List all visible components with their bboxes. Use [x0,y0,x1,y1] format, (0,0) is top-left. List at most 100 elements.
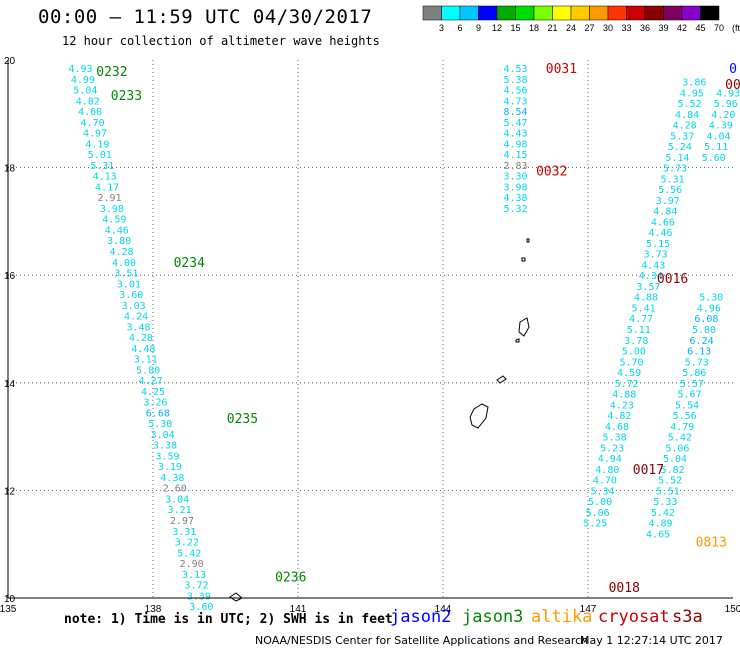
swh-value: 3.03 [122,301,146,312]
colorbar-tick: 45 [695,23,705,33]
swh-value: 5.52 [658,476,682,487]
mission-cryosat: cryosat [598,607,670,627]
colorbar-tick: (ft) [732,23,740,33]
swh-value: 3.60 [189,602,213,613]
x-tick-label: 135 [0,604,17,615]
swh-value: 5.42 [651,508,675,519]
colorbar-swatch [607,5,627,21]
swh-value: 5.41 [632,303,656,314]
swh-value: 4.79 [670,422,694,433]
colorbar-tick: 33 [621,23,631,33]
swh-value: 5.73 [685,357,709,368]
swh-value: 5.80 [136,365,160,376]
swh-value: 5.54 [675,400,699,411]
swh-points: 4.934.995.044.824.684.704.974.195.015.31… [68,64,740,613]
swh-value: 3.04 [151,430,175,441]
y-tick-label: 12 [4,486,16,497]
swh-value: 4.13 [93,172,117,183]
swh-value: 3.98 [503,182,527,193]
swh-value: 5.80 [692,325,716,336]
swh-value: 5.42 [177,548,201,559]
track-label: 0 [729,62,737,77]
swh-value: 4.25 [141,387,165,398]
swh-value: 3.26 [143,398,167,409]
swh-value: 5.51 [656,486,680,497]
footer-timestamp: May 1 12:27:14 UTC 2017 [580,634,723,647]
note-text: note: 1) Time is in UTC; 2) SWH is in fe… [64,612,393,627]
island-shapes [229,238,530,602]
swh-value: 4.04 [706,131,730,142]
swh-value: 3.13 [182,570,206,581]
swh-value: 2.91 [97,193,121,204]
swh-value: 4.38 [503,193,527,204]
swh-value: 4.93 [68,64,92,75]
island-outline [469,403,489,429]
colorbar-swatch [515,5,535,21]
swh-value: 4.70 [593,476,617,487]
swh-value: 3.30 [503,172,527,183]
swh-value: 3.59 [155,451,179,462]
swh-value: 4.00 [112,258,136,269]
page-title: 00:00 – 11:59 UTC 04/30/2017 [38,6,373,28]
island-outline [521,257,526,262]
colorbar-swatch [663,5,683,21]
swh-value: 3.57 [636,282,660,293]
colorbar-tick: 9 [476,23,481,33]
colorbar-tick: 6 [457,23,462,33]
swh-value: 4.65 [646,529,670,540]
swh-value: 3.51 [114,269,138,280]
colorbar-tick: 42 [677,23,687,33]
y-tick-label: 10 [4,594,16,605]
swh-value: 4.38 [160,473,184,484]
page-subtitle: 12 hour collection of altimeter wave hei… [62,34,380,48]
colorbar-swatch [552,5,572,21]
swh-value: 5.25 [583,519,607,530]
y-tick-label: 14 [4,379,16,390]
swh-value: 4.88 [634,293,658,304]
island-outline [229,592,243,602]
swh-value: 4.88 [612,390,636,401]
swh-value: 4.59 [617,368,641,379]
swh-value: 5.56 [658,185,682,196]
colorbar-tick: 70 [714,23,724,33]
colorbar-tick: 15 [510,23,520,33]
colorbar-swatch [441,5,461,21]
swh-value: 5.01 [88,150,112,161]
swh-value: 6.13 [687,347,711,358]
x-tick-label: 144 [435,604,452,615]
swh-value: 5.00 [622,347,646,358]
swh-value: 5.37 [670,131,694,142]
swh-value: 4.27 [139,376,163,387]
swh-value: 4.19 [85,139,109,150]
swh-value: 4.94 [598,454,622,465]
swh-value: 2.97 [170,516,194,527]
island-outline [515,338,520,343]
map-grid [8,60,733,598]
x-tick-label: 147 [580,604,597,615]
swh-value: 3.31 [172,527,196,538]
swh-value: 5.42 [668,433,692,444]
swh-value: 4.84 [653,207,677,218]
swh-value: 4.82 [76,96,100,107]
mission-jason3: jason3 [462,607,524,627]
swh-value: 5.70 [619,357,643,368]
swh-value: 5.33 [653,497,677,508]
swh-value: 4.99 [71,75,95,86]
colorbar-tick: 36 [640,23,650,33]
swh-value: 5.38 [603,433,627,444]
colorbar-tick: 39 [658,23,668,33]
swh-value: 5.47 [503,118,527,129]
swh-value: 4.28 [129,333,153,344]
swh-value: 5.14 [665,153,689,164]
swh-value: 4.43 [503,129,527,140]
swh-value: 3.21 [168,505,192,516]
swh-value: 4.93 [716,88,740,99]
swh-value: 3.78 [624,336,648,347]
colorbar-swatch [626,5,646,21]
swh-value: 4.89 [648,519,672,530]
swh-value: 4.96 [697,303,721,314]
swh-value: 3.60 [119,290,143,301]
swh-value: 5.24 [668,142,692,153]
